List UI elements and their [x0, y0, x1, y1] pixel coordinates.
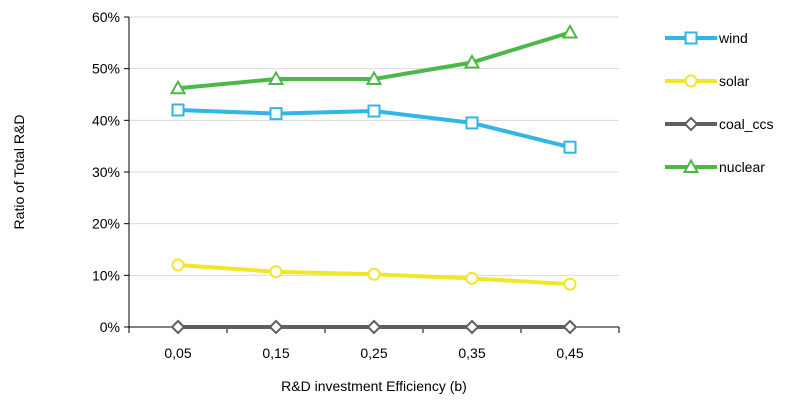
series-wind [171, 103, 577, 154]
series-group [169, 23, 579, 335]
legend-label: solar [719, 73, 750, 89]
gridlines [129, 16, 619, 276]
y-tick-label: 40% [92, 112, 120, 128]
x-axis-title: R&D investment Efficiency (b) [281, 378, 467, 394]
x-tick-label: 0,35 [458, 345, 485, 361]
y-axis-title: Ratio of Total R&D [11, 115, 27, 230]
coal_ccs-point [366, 319, 382, 335]
legend-item-solar: solar [665, 73, 750, 89]
legend-label: nuclear [719, 159, 765, 175]
coal_ccs-point [268, 319, 284, 335]
y-tick-label: 0% [100, 319, 120, 335]
coal_ccs-point [464, 319, 480, 335]
solar-point [367, 267, 381, 281]
solar-point [465, 271, 479, 285]
legend-marker [684, 74, 698, 88]
legend-marker [684, 31, 698, 45]
nuclear-point [561, 23, 579, 39]
x-tick-labels: 0,05 0,15 0,25 0,35 0,45 [164, 345, 583, 361]
wind-point [465, 116, 479, 130]
y-tick-labels: 0% 10% 20% 30% 40% 50% 60% [92, 9, 120, 335]
y-tick-label: 30% [92, 164, 120, 180]
legend-marker [682, 158, 700, 173]
y-tick-label: 60% [92, 9, 120, 25]
y-tick-label: 10% [92, 267, 120, 283]
legend-label: coal_ccs [719, 116, 773, 132]
nuclear-point [169, 79, 187, 95]
solar-point [563, 277, 577, 291]
wind-point [269, 107, 283, 121]
wind-point [563, 140, 577, 154]
x-tick-label: 0,25 [360, 345, 387, 361]
coal_ccs-point [562, 319, 578, 335]
nuclear-point [365, 70, 383, 85]
wind-point [171, 103, 185, 117]
solar-point [269, 265, 283, 279]
legend-item-wind: wind [665, 30, 748, 46]
y-tick-label: 50% [92, 61, 120, 77]
x-tick-label: 0,05 [164, 345, 191, 361]
y-tick-label: 20% [92, 216, 120, 232]
legend-item-coal_ccs: coal_ccs [665, 116, 773, 132]
legend-item-nuclear: nuclear [665, 158, 765, 175]
solar-point [171, 258, 185, 272]
series-solar [171, 258, 577, 291]
nuclear-point [267, 70, 285, 85]
series-nuclear [169, 23, 579, 95]
x-tick-label: 0,15 [262, 345, 289, 361]
wind-point [367, 104, 381, 118]
legend-label: wind [718, 30, 748, 46]
nuclear-point [463, 53, 481, 69]
series-coal_ccs [170, 319, 578, 335]
axes [124, 16, 620, 333]
legend-marker [683, 116, 699, 132]
coal_ccs-point [170, 319, 186, 335]
x-tick-label: 0,45 [556, 345, 583, 361]
